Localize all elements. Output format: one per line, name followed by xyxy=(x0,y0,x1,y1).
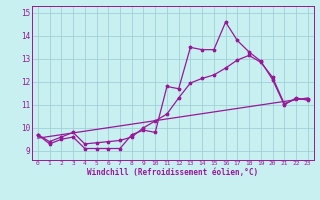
X-axis label: Windchill (Refroidissement éolien,°C): Windchill (Refroidissement éolien,°C) xyxy=(87,168,258,177)
